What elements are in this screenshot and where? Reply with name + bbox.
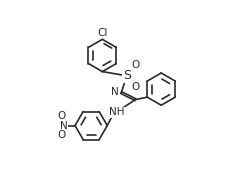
- Text: N: N: [60, 120, 68, 130]
- Text: Cl: Cl: [97, 28, 108, 38]
- Text: NH: NH: [109, 107, 124, 117]
- Text: O: O: [132, 82, 140, 92]
- Text: S: S: [123, 69, 131, 82]
- Text: O: O: [57, 111, 65, 121]
- Text: O: O: [57, 130, 65, 140]
- Text: N: N: [111, 87, 119, 97]
- Text: O: O: [132, 60, 140, 70]
